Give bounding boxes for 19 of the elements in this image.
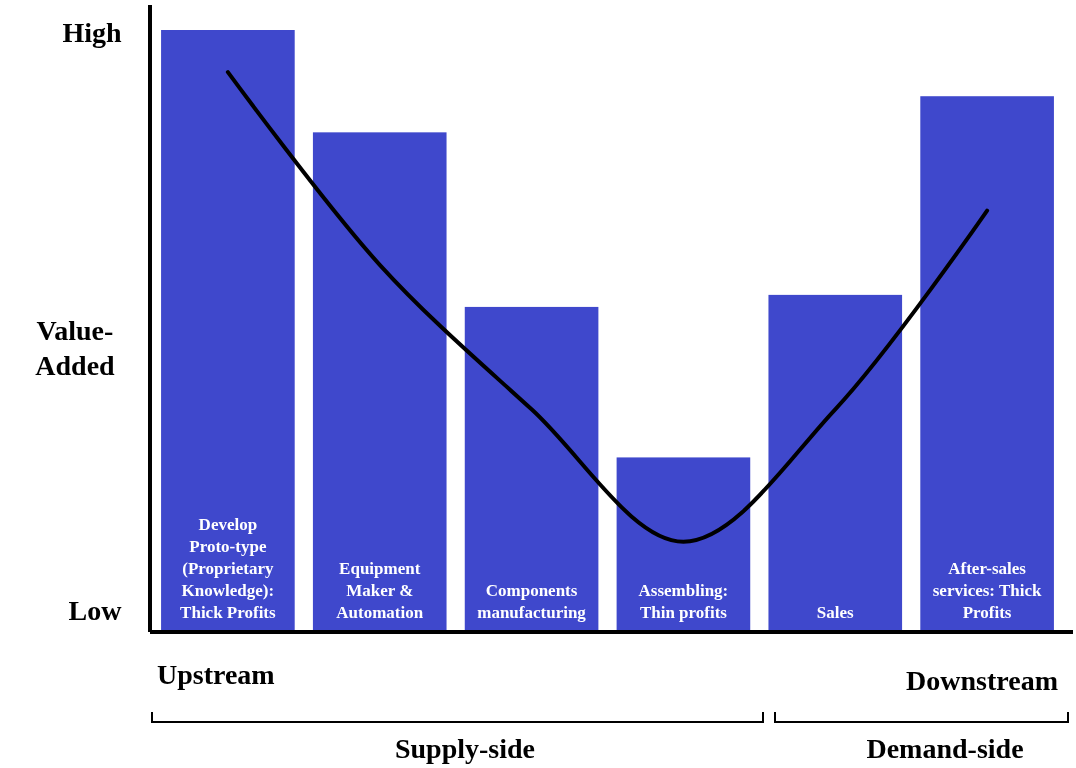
bar	[920, 96, 1054, 632]
x-tick-label: Components manufacturing	[477, 580, 587, 622]
bar	[616, 457, 751, 632]
text: Low	[68, 595, 123, 626]
text: Supply-side	[394, 733, 536, 764]
bar	[464, 306, 599, 632]
text: Demand-side	[866, 733, 1024, 764]
x-tick-label: Equipment Maker & Automation	[336, 558, 424, 622]
x-tick-label: After-sales services: Thick Profits	[932, 558, 1043, 622]
text: High	[62, 17, 122, 48]
bar	[161, 30, 295, 632]
y-axis-title: Value-Added	[35, 315, 116, 381]
x-tick-label: Assembling: Thin profits	[638, 580, 729, 622]
text: Upstream	[157, 659, 275, 690]
bar	[312, 132, 447, 632]
x-tick-label: Develop Proto-type (Proprietary Knowledge): Thick Profits	[180, 514, 277, 622]
bar	[768, 294, 903, 632]
x-tick-label: Sales	[816, 603, 855, 622]
text: Downstream	[906, 665, 1058, 696]
